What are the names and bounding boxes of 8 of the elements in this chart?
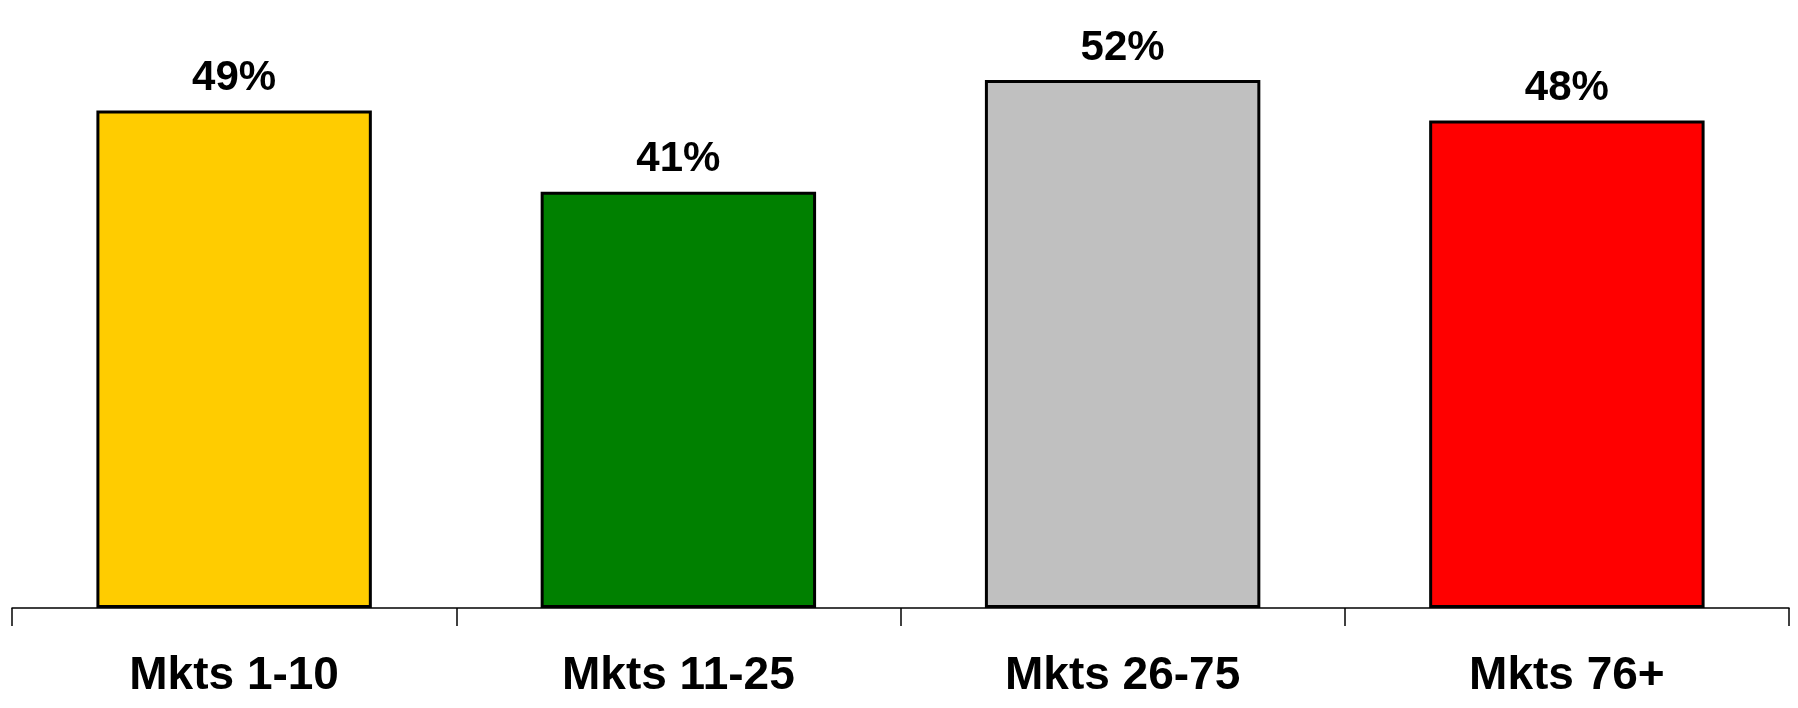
x-tick-label: Mkts 76+	[1469, 647, 1665, 699]
x-tick-label: Mkts 11-25	[562, 647, 795, 699]
x-tick-label: Mkts 26-75	[1005, 647, 1241, 699]
data-label: 49%	[192, 51, 277, 99]
data-label: 41%	[636, 133, 721, 181]
data-label: 52%	[1080, 21, 1165, 69]
data-label: 48%	[1524, 62, 1609, 110]
x-tick-label: Mkts 1-10	[129, 647, 339, 699]
